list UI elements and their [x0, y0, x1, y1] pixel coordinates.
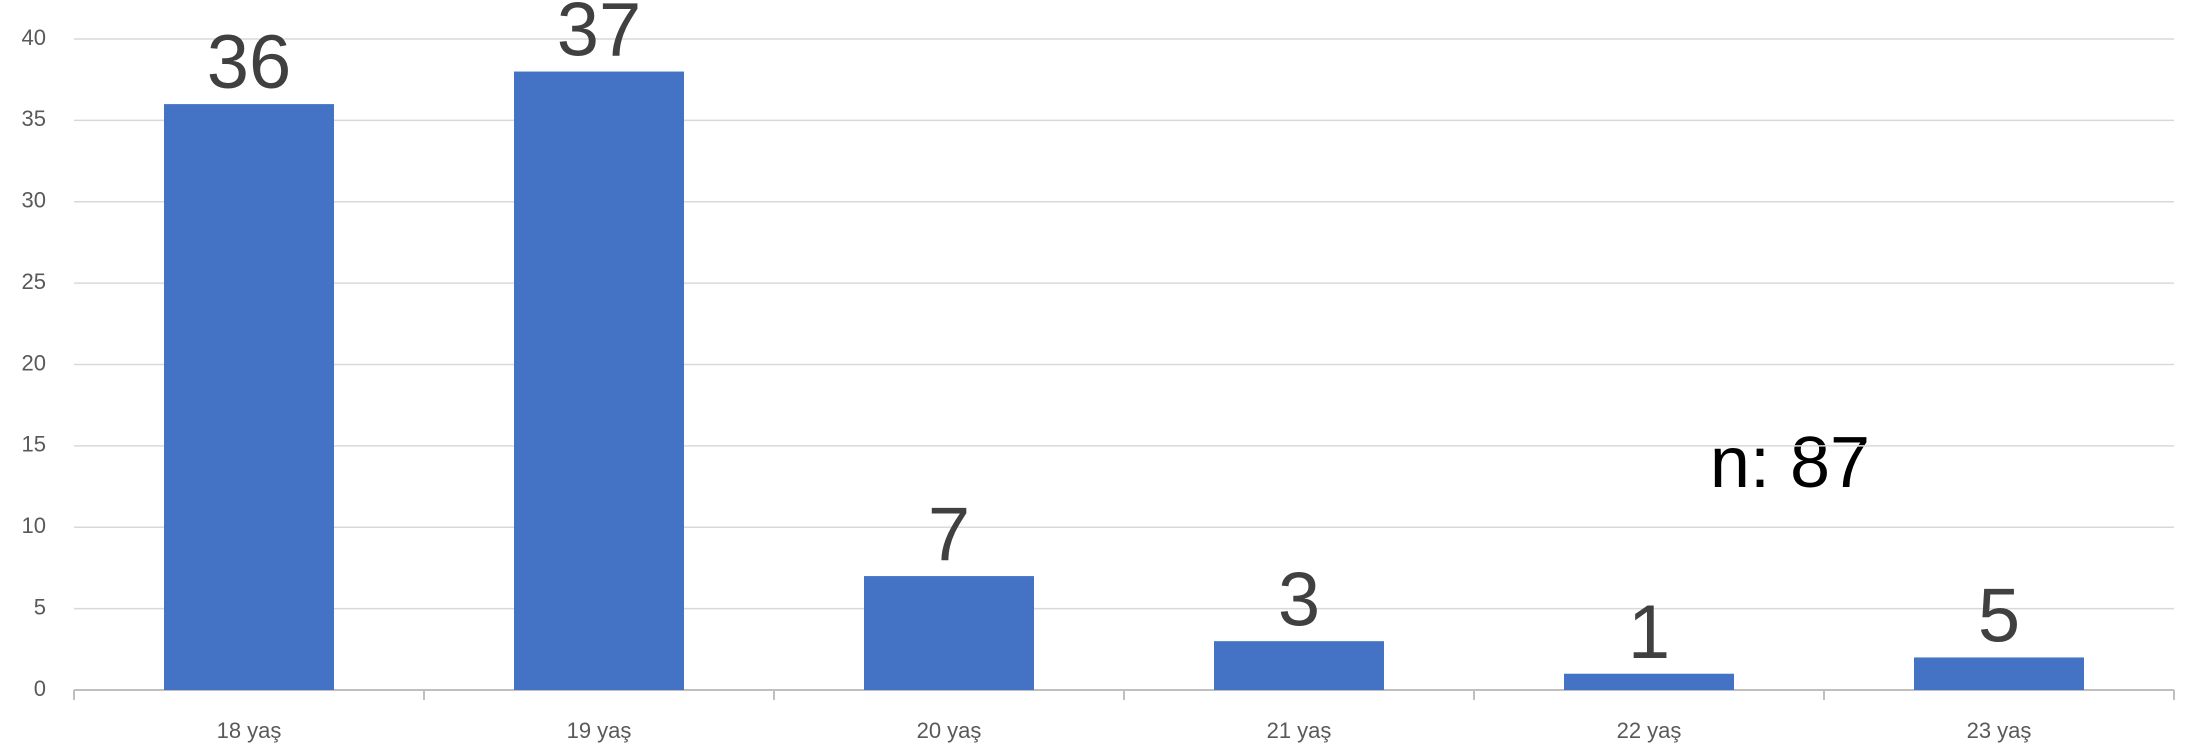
data-label: 5 [1978, 574, 2020, 659]
y-tick-label: 10 [22, 513, 46, 538]
x-tick-label: 18 yaş [217, 718, 282, 743]
data-label: 7 [928, 492, 970, 577]
x-tick-label: 20 yaş [917, 718, 982, 743]
y-tick-label: 30 [22, 188, 46, 213]
y-tick-label: 15 [22, 432, 46, 457]
annotation: n: 87 [1710, 423, 1870, 503]
bar [864, 576, 1034, 690]
data-label: 37 [557, 0, 642, 73]
bar [514, 71, 684, 691]
y-tick-label: 35 [22, 106, 46, 131]
y-tick-label: 25 [22, 269, 46, 294]
data-label: 3 [1278, 557, 1320, 642]
bar [1914, 657, 2084, 690]
y-tick-label: 20 [22, 350, 46, 375]
y-tick-label: 5 [34, 594, 46, 619]
data-label: 1 [1628, 590, 1670, 675]
x-tick-label: 21 yaş [1267, 718, 1332, 743]
x-tick-label: 23 yaş [1967, 718, 2032, 743]
y-tick-label: 0 [34, 676, 46, 701]
data-label: 36 [207, 20, 292, 105]
bar [164, 104, 334, 691]
x-tick-label: 22 yaş [1617, 718, 1682, 743]
y-tick-label: 40 [22, 25, 46, 50]
bar [1214, 641, 1384, 690]
x-tick-label: 19 yaş [567, 718, 632, 743]
bar [1564, 673, 1734, 690]
